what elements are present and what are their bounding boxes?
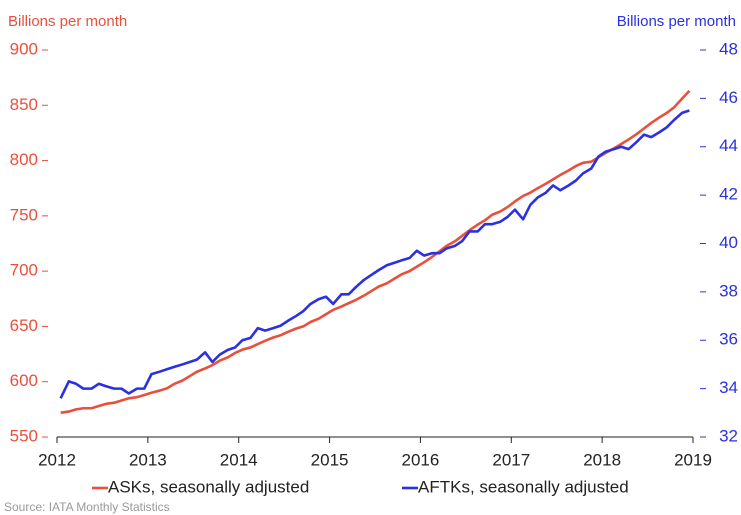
source: Source: IATA Monthly Statistics [4,500,170,514]
series-line [59,109,690,399]
y-axis-label: Billions per month [8,13,127,30]
y2-tick-label: 38 [719,281,738,300]
y2-tick-label: 40 [719,233,738,252]
y2-tick-label: 44 [719,136,738,155]
series-line [60,90,691,414]
x-tick-label: 2012 [38,450,76,469]
y2-tick-label: 32 [719,426,738,445]
x-tick-label: 2014 [220,450,258,469]
y-tick-label: 800 [10,150,38,169]
y-tick-label: 550 [10,426,38,445]
y2-axis-label: Billions per month [617,13,736,30]
x-tick-label: 2016 [402,450,440,469]
y-tick-label: 900 [10,39,38,58]
y2-tick-label: 42 [719,185,738,204]
y2-tick-label: 36 [719,330,738,349]
x-tick-label: 2019 [674,450,712,469]
y-tick-label: 600 [10,371,38,390]
y-tick-label: 700 [10,261,38,280]
legend-label: AFTKs, seasonally adjusted [418,477,629,496]
x-tick-label: 2015 [311,450,349,469]
y2-tick-label: 48 [719,39,738,58]
x-tick-label: 2018 [583,450,621,469]
x-tick-label: 2013 [129,450,167,469]
y-tick-label: 650 [10,316,38,335]
legend-label: ASKs, seasonally adjusted [108,477,309,496]
x-tick-label: 2017 [492,450,530,469]
y-tick-label: 850 [10,95,38,114]
y2-tick-label: 34 [719,378,738,397]
y2-tick-label: 46 [719,88,738,107]
y-tick-label: 750 [10,205,38,224]
